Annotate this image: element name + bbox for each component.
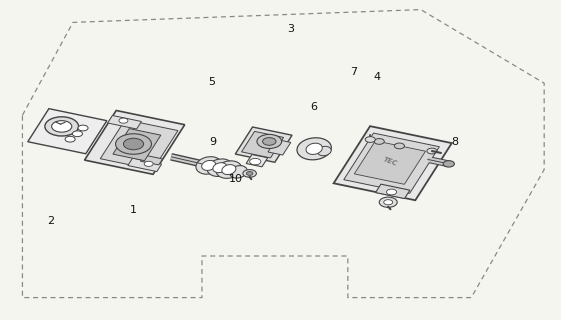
Ellipse shape [297, 138, 332, 160]
Circle shape [246, 172, 253, 175]
Bar [268, 139, 291, 155]
Bar [108, 116, 141, 129]
Circle shape [45, 117, 79, 136]
Circle shape [78, 125, 88, 131]
Text: TEC: TEC [382, 156, 398, 167]
Text: 8: 8 [451, 137, 458, 148]
Bar [242, 132, 283, 158]
Bar [140, 155, 163, 165]
Text: 3: 3 [287, 24, 294, 34]
Ellipse shape [306, 143, 323, 155]
Bar [85, 110, 185, 174]
Text: 2: 2 [47, 216, 54, 226]
Circle shape [65, 136, 75, 142]
Ellipse shape [201, 160, 216, 171]
Bar [113, 129, 161, 161]
Ellipse shape [207, 159, 233, 176]
Bar [28, 109, 107, 154]
Bar [128, 158, 162, 172]
Circle shape [374, 139, 384, 144]
Bar [246, 155, 268, 167]
Text: 4: 4 [374, 72, 380, 82]
Circle shape [243, 170, 256, 177]
Circle shape [119, 118, 128, 123]
Circle shape [387, 189, 397, 195]
Bar [334, 126, 452, 200]
Text: 9: 9 [210, 137, 217, 148]
Text: 5: 5 [209, 76, 215, 87]
Bar [235, 127, 292, 162]
Ellipse shape [213, 163, 227, 173]
Circle shape [379, 197, 397, 207]
Ellipse shape [196, 157, 222, 174]
Bar [375, 184, 410, 199]
Circle shape [427, 148, 437, 154]
Circle shape [116, 134, 151, 154]
Circle shape [384, 200, 393, 205]
Ellipse shape [216, 161, 242, 178]
Text: 6: 6 [311, 102, 318, 112]
Circle shape [257, 134, 282, 148]
Circle shape [365, 137, 375, 142]
Ellipse shape [229, 166, 247, 178]
Circle shape [263, 138, 276, 145]
Circle shape [144, 161, 153, 166]
Circle shape [394, 143, 404, 149]
Circle shape [250, 158, 261, 165]
Ellipse shape [318, 146, 331, 156]
Bar [100, 120, 178, 170]
Text: 1: 1 [130, 204, 137, 215]
Bar [344, 133, 439, 193]
Circle shape [52, 121, 72, 132]
Text: 7: 7 [350, 67, 357, 77]
Bar [355, 141, 425, 184]
Ellipse shape [222, 164, 236, 175]
Circle shape [443, 161, 454, 167]
Circle shape [72, 131, 82, 137]
Text: 10: 10 [229, 174, 242, 184]
Circle shape [123, 138, 144, 150]
